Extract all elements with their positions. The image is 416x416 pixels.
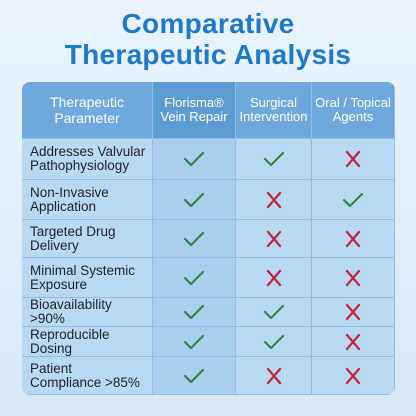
icon-stroke <box>183 304 205 320</box>
check-icon <box>183 192 205 207</box>
icon-stroke <box>183 334 205 349</box>
icon-stroke <box>345 150 361 168</box>
icon-stroke <box>266 269 281 286</box>
icon-stroke <box>183 270 205 285</box>
cross-icon <box>345 230 361 247</box>
row-label: Non-Invasive Application <box>22 180 153 220</box>
check-icon <box>183 231 205 246</box>
cross-icon <box>345 367 361 384</box>
cross-icon <box>266 191 281 208</box>
mark-cell <box>312 357 395 395</box>
comparison-table: Therapeutic Parameter Florisma® Vein Repa… <box>22 82 395 395</box>
cross-icon <box>266 230 281 247</box>
title-line: Comparative <box>121 8 295 39</box>
icon-stroke <box>345 367 361 384</box>
mark-cell <box>153 357 236 395</box>
cross-icon <box>345 269 361 286</box>
column-header: Surgical Intervention <box>236 82 312 139</box>
mark-cell <box>153 180 236 220</box>
check-icon <box>342 192 364 207</box>
mark-cell <box>312 327 395 357</box>
column-header: Oral / Topical Agents <box>312 82 395 139</box>
icon-stroke <box>266 191 281 208</box>
icon-stroke <box>345 303 361 321</box>
icon-stroke <box>183 192 205 207</box>
mark-cell <box>153 220 236 258</box>
mark-cell <box>236 258 312 298</box>
row-label: Targeted Drug Delivery <box>22 220 153 258</box>
row-label: Reproducible Dosing <box>22 327 153 357</box>
cross-icon <box>345 333 361 350</box>
mark-cell <box>236 298 312 327</box>
mark-cell <box>153 139 236 180</box>
mark-cell <box>236 327 312 357</box>
row-label: Patient Compliance >85% <box>22 357 153 395</box>
icon-stroke <box>345 333 361 350</box>
mark-cell <box>312 220 395 258</box>
cross-icon <box>266 367 281 384</box>
icon-stroke <box>183 151 205 167</box>
mark-cell <box>153 258 236 298</box>
check-icon <box>263 334 284 349</box>
title: Comparative Therapeutic Analysis <box>0 8 416 70</box>
mark-cell <box>153 327 236 357</box>
mark-cell <box>312 298 395 327</box>
column-header: Therapeutic Parameter <box>22 82 153 139</box>
icon-stroke <box>345 269 361 286</box>
check-icon <box>183 151 205 167</box>
mark-cell <box>236 180 312 220</box>
check-icon <box>183 270 205 285</box>
row-label: Bioavailability >90% <box>22 298 153 327</box>
cross-icon <box>266 269 281 286</box>
title-line: Therapeutic Analysis <box>64 39 352 70</box>
icon-stroke <box>345 230 361 247</box>
check-icon <box>263 304 284 320</box>
icon-stroke <box>183 231 205 246</box>
icon-stroke <box>266 230 281 247</box>
check-icon <box>183 304 205 320</box>
row-label: Minimal Systemic Exposure <box>22 258 153 298</box>
icon-stroke <box>342 192 364 207</box>
cross-icon <box>345 303 361 321</box>
icon-stroke <box>263 151 284 167</box>
mark-cell <box>312 139 395 180</box>
check-icon <box>183 368 205 383</box>
mark-cell <box>236 220 312 258</box>
mark-cell <box>312 180 395 220</box>
check-icon <box>183 334 205 349</box>
mark-cell <box>153 298 236 327</box>
icon-stroke <box>263 334 284 349</box>
mark-cell <box>236 357 312 395</box>
column-header: Florisma® Vein Repair <box>153 82 236 139</box>
cross-icon <box>345 150 361 168</box>
mark-cell <box>236 139 312 180</box>
mark-cell <box>312 258 395 298</box>
icon-stroke <box>263 304 284 320</box>
check-icon <box>263 151 284 167</box>
icon-stroke <box>266 367 281 384</box>
row-label: Addresses Valvular Pathophysiology <box>22 139 153 180</box>
icon-stroke <box>183 368 205 383</box>
